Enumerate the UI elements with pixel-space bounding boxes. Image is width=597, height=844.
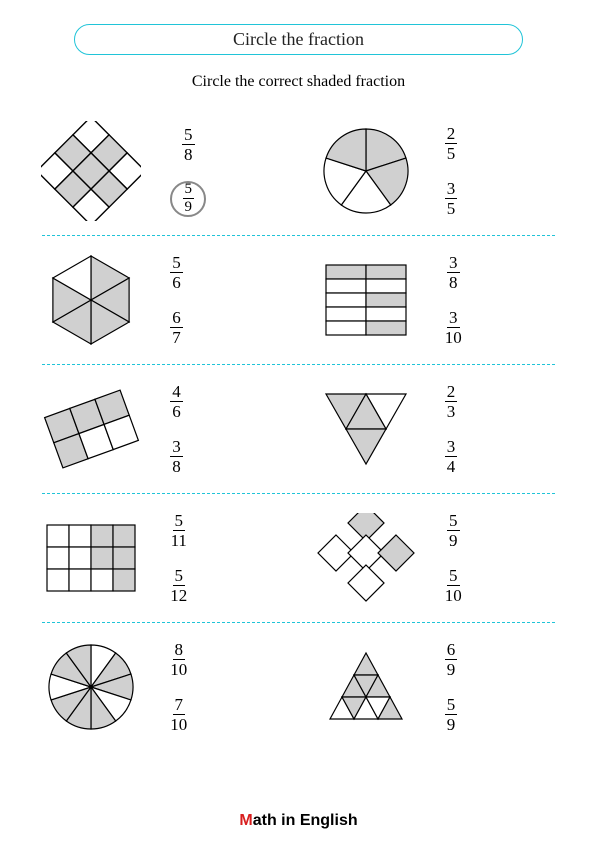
fraction: 59 — [447, 512, 460, 549]
fraction-options: 5667 — [170, 254, 183, 346]
problem-cell: 2535 — [311, 121, 561, 221]
circled-answer: 59 — [170, 181, 206, 217]
fraction: 23 — [445, 383, 458, 420]
problem-row: 4638 2334 — [24, 371, 573, 487]
problem-row: 5667 38310 — [24, 242, 573, 358]
problem-row: 511512 59510 — [24, 500, 573, 616]
footer-brand: Math in English — [0, 812, 597, 830]
worksheet-title: Circle the fraction — [74, 24, 523, 55]
shape-figure — [36, 637, 146, 737]
problem-row: 810710 6959 — [24, 629, 573, 745]
fraction-options: 2535 — [445, 125, 458, 217]
fraction-options: 511512 — [170, 512, 187, 604]
fraction: 310 — [445, 309, 462, 346]
shape-figure — [311, 121, 421, 221]
row-divider — [42, 364, 555, 365]
fraction: 710 — [170, 696, 187, 733]
shape-figure — [311, 637, 421, 737]
fraction: 25 — [445, 125, 458, 162]
problem-cell: 5667 — [36, 250, 286, 350]
fraction: 38 — [170, 438, 183, 475]
fraction-options: 810710 — [170, 641, 187, 733]
problem-cell: 511512 — [36, 508, 286, 608]
fraction-options: 4638 — [170, 383, 183, 475]
fraction-options: 6959 — [445, 641, 458, 733]
fraction: 810 — [170, 641, 187, 678]
problem-cell: 6959 — [311, 637, 561, 737]
shape-figure — [311, 508, 421, 608]
problem-cell: 810710 — [36, 637, 286, 737]
problem-cell: 2334 — [311, 379, 561, 479]
row-divider — [42, 235, 555, 236]
row-divider — [42, 493, 555, 494]
fraction: 59 — [183, 182, 195, 215]
fraction: 511 — [171, 512, 187, 549]
fraction: 512 — [170, 567, 187, 604]
shape-figure — [311, 250, 421, 350]
problem-cell: 38310 — [311, 250, 561, 350]
fraction: 46 — [170, 383, 183, 420]
shape-figure — [36, 379, 146, 479]
problem-cell: 58 59 — [36, 121, 286, 221]
fraction-options: 58 59 — [170, 126, 206, 217]
fraction: 69 — [445, 641, 458, 678]
shape-figure — [36, 121, 146, 221]
fraction: 35 — [445, 180, 458, 217]
fraction: 34 — [445, 438, 458, 475]
fraction: 59 — [445, 696, 458, 733]
row-divider — [42, 622, 555, 623]
shape-figure — [36, 250, 146, 350]
problem-cell: 4638 — [36, 379, 286, 479]
problem-cell: 59510 — [311, 508, 561, 608]
shape-figure — [36, 508, 146, 608]
fraction: 67 — [170, 309, 183, 346]
shape-figure — [311, 379, 421, 479]
fraction: 38 — [447, 254, 460, 291]
fraction: 58 — [182, 126, 195, 163]
problem-row: 5859 2535 — [24, 113, 573, 229]
fraction-options: 59510 — [445, 512, 462, 604]
worksheet-subtitle: Circle the correct shaded fraction — [24, 73, 573, 91]
fraction-options: 38310 — [445, 254, 462, 346]
fraction: 56 — [170, 254, 183, 291]
fraction: 510 — [445, 567, 462, 604]
fraction-options: 2334 — [445, 383, 458, 475]
